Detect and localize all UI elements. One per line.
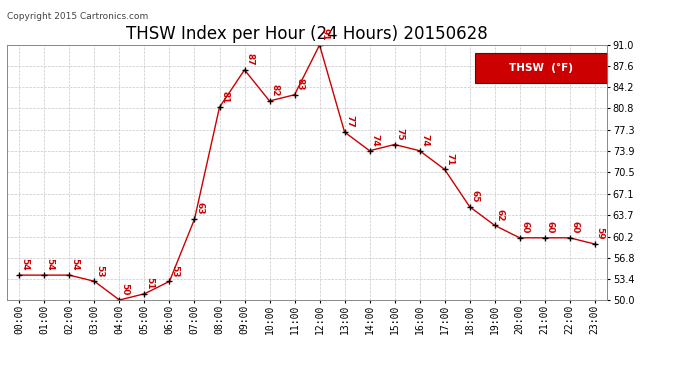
Text: 60: 60: [521, 221, 530, 234]
Title: THSW Index per Hour (24 Hours) 20150628: THSW Index per Hour (24 Hours) 20150628: [126, 26, 488, 44]
Text: Copyright 2015 Cartronics.com: Copyright 2015 Cartronics.com: [7, 12, 148, 21]
FancyBboxPatch shape: [475, 53, 607, 83]
Text: THSW  (°F): THSW (°F): [509, 63, 573, 73]
Text: 54: 54: [46, 258, 55, 271]
Text: 74: 74: [421, 134, 430, 147]
Text: 71: 71: [446, 153, 455, 165]
Text: 54: 54: [21, 258, 30, 271]
Text: 82: 82: [270, 84, 279, 97]
Text: 83: 83: [295, 78, 304, 91]
Text: 74: 74: [371, 134, 380, 147]
Text: 62: 62: [495, 209, 504, 221]
Text: 75: 75: [395, 128, 404, 140]
Text: 91: 91: [321, 28, 330, 41]
Text: 59: 59: [595, 227, 604, 240]
Text: 51: 51: [146, 277, 155, 290]
Text: 77: 77: [346, 115, 355, 128]
Text: 65: 65: [471, 190, 480, 202]
Text: 54: 54: [70, 258, 79, 271]
Text: 53: 53: [170, 265, 179, 277]
Text: 87: 87: [246, 53, 255, 66]
Text: 60: 60: [546, 221, 555, 234]
Text: 81: 81: [221, 90, 230, 103]
Text: 63: 63: [195, 202, 204, 215]
Text: 53: 53: [95, 265, 104, 277]
Text: 60: 60: [571, 221, 580, 234]
Text: 50: 50: [121, 284, 130, 296]
